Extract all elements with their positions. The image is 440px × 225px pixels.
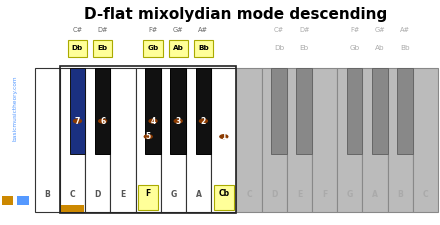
Bar (211, 68, 236, 211)
Bar (170, 68, 186, 154)
Bar (61, 205, 84, 211)
Text: basicmusictheory.com: basicmusictheory.com (13, 75, 18, 141)
Bar (347, 68, 363, 154)
Text: F: F (146, 189, 151, 198)
Bar (85, 68, 110, 211)
Text: Ab: Ab (173, 45, 183, 51)
Text: Eb: Eb (98, 45, 108, 51)
Text: 6: 6 (100, 117, 105, 126)
Bar (35, 68, 60, 211)
Text: B: B (397, 190, 403, 199)
Text: D#: D# (97, 27, 108, 33)
Bar (161, 68, 186, 211)
FancyBboxPatch shape (93, 40, 112, 57)
FancyBboxPatch shape (194, 40, 213, 57)
Bar (110, 68, 136, 211)
Text: 1: 1 (221, 132, 227, 141)
Bar (2, 196, 13, 205)
Text: A#: A# (400, 27, 410, 33)
Text: B: B (44, 190, 50, 199)
Bar (372, 68, 388, 154)
Bar (337, 68, 363, 211)
FancyBboxPatch shape (214, 185, 234, 210)
Text: A: A (196, 190, 202, 199)
Text: Gb: Gb (147, 45, 159, 51)
Bar (397, 68, 413, 154)
Bar (17, 196, 29, 205)
Bar (145, 68, 161, 154)
Text: Db: Db (72, 45, 83, 51)
Bar (70, 68, 85, 154)
FancyBboxPatch shape (138, 185, 158, 210)
Text: Db: Db (274, 45, 284, 51)
Bar (413, 68, 438, 211)
Text: F: F (322, 190, 327, 199)
Text: D-flat mixolydian mode descending: D-flat mixolydian mode descending (84, 7, 387, 22)
Bar (60, 66, 236, 213)
Bar (95, 68, 110, 154)
Text: A: A (372, 190, 378, 199)
Text: Ab: Ab (375, 45, 385, 51)
Bar (186, 68, 211, 211)
Text: D: D (95, 190, 101, 199)
FancyBboxPatch shape (68, 40, 87, 57)
Text: Bb: Bb (400, 45, 410, 51)
Text: 5: 5 (146, 132, 151, 141)
Text: C: C (70, 190, 76, 199)
Text: G: G (347, 190, 353, 199)
Text: F#: F# (350, 27, 359, 33)
Text: E: E (297, 190, 302, 199)
Text: C#: C# (274, 27, 284, 33)
Text: Cb: Cb (218, 189, 229, 198)
Bar (196, 68, 211, 154)
Text: A#: A# (198, 27, 209, 33)
Circle shape (219, 134, 228, 139)
Text: E: E (121, 190, 126, 199)
Text: C: C (246, 190, 252, 199)
Text: 4: 4 (150, 117, 156, 126)
Text: Eb: Eb (300, 45, 309, 51)
Text: F#: F# (148, 27, 158, 33)
Text: Bb: Bb (198, 45, 209, 51)
Circle shape (199, 119, 208, 124)
Text: 7: 7 (75, 117, 80, 126)
Bar (236, 68, 262, 211)
Bar (136, 68, 161, 211)
Text: G#: G# (374, 27, 385, 33)
Text: D#: D# (299, 27, 309, 33)
Bar (60, 68, 85, 211)
Bar (271, 68, 287, 154)
Bar (363, 68, 388, 211)
Text: Gb: Gb (349, 45, 359, 51)
Bar (297, 68, 312, 154)
Text: 3: 3 (176, 117, 181, 126)
Bar (262, 68, 287, 211)
Circle shape (173, 119, 183, 124)
Text: D: D (271, 190, 277, 199)
FancyBboxPatch shape (169, 40, 188, 57)
Bar (388, 68, 413, 211)
Text: G#: G# (173, 27, 183, 33)
Bar (287, 68, 312, 211)
Text: G: G (170, 190, 176, 199)
Circle shape (148, 119, 158, 124)
FancyBboxPatch shape (143, 40, 163, 57)
Bar (312, 68, 337, 211)
Circle shape (73, 119, 82, 124)
Circle shape (143, 134, 153, 139)
Text: C#: C# (73, 27, 83, 33)
Circle shape (98, 119, 107, 124)
Text: C: C (422, 190, 428, 199)
Text: 2: 2 (201, 117, 206, 126)
